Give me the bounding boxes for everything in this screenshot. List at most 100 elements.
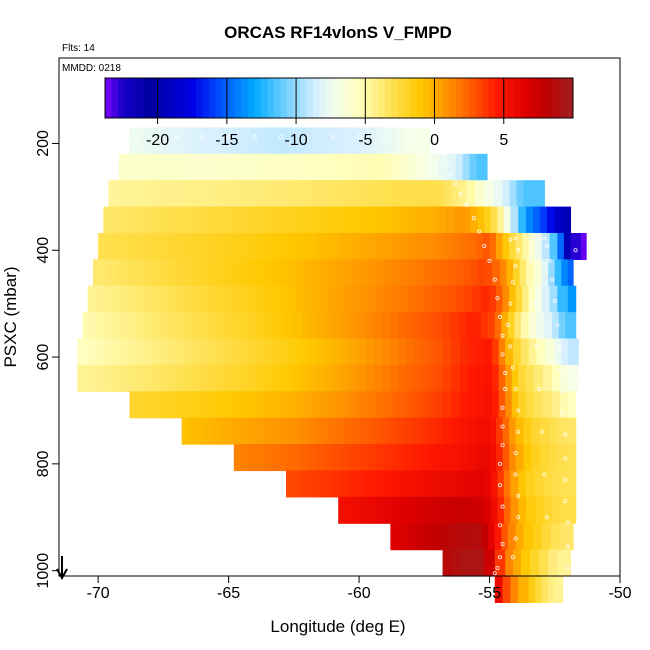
heatmap-cell [454,206,465,234]
heatmap-cell [314,417,323,445]
heatmap-cell [130,232,139,260]
colorbar-segment [521,78,528,118]
colorbar-segment [378,78,385,118]
x-tick-label: -70 [87,585,110,602]
heatmap-cell [256,444,265,472]
heatmap-cell [156,153,166,181]
heatmap-cell [373,338,383,366]
heatmap-cell [496,417,504,445]
heatmap-cell [325,312,334,340]
heatmap-cell [226,417,235,445]
heatmap-cell [565,417,577,445]
track-point [552,298,557,304]
heatmap-cell [210,153,220,181]
heatmap-cell [93,338,103,366]
heatmap-cell [226,127,235,155]
heatmap-cell [451,444,461,472]
heatmap-cell [563,549,572,577]
heatmap-cell [362,470,371,498]
heatmap-cell [400,496,410,524]
heatmap-cell [171,180,180,208]
heatmap-cell [558,312,566,340]
heatmap-cell [507,312,515,340]
heatmap-cell [522,285,530,313]
heatmap-cell [475,496,485,524]
track-point [576,376,581,381]
heatmap-cell [314,206,324,234]
heatmap-cell [381,338,391,366]
heatmap-cell [514,312,522,340]
heatmap-cell [488,523,496,551]
heatmap-cell [552,364,561,392]
heatmap-cell [134,338,143,366]
heatmap-cell [520,312,530,340]
heatmap-cell [274,417,284,445]
heatmap-cell [392,470,402,498]
heatmap-cell [118,206,127,234]
colorbar-segment [482,78,489,118]
heatmap-cell [502,180,511,208]
heatmap-cell [137,127,147,155]
y-axis-label: PSXC (mbar) [1,266,20,367]
heatmap-cell [439,285,449,313]
heatmap-cell [407,180,416,208]
heatmap-cell [377,232,386,260]
track-point [563,499,568,504]
heatmap-cell [101,338,111,366]
heatmap-cell [540,417,551,445]
heatmap-cell [341,338,350,366]
heatmap-cell [398,391,407,419]
heatmap-cell [248,259,258,287]
heatmap-cell [109,364,119,392]
heatmap-cell [557,285,569,313]
heatmap-cell [442,391,452,419]
track-point [542,236,547,241]
heatmap-cell [240,259,250,287]
colorbar-segment [436,78,444,118]
track-point [531,301,536,306]
heatmap-cell [561,259,569,287]
heatmap-cell [429,180,438,208]
track-point [544,243,549,249]
heatmap-cell [257,127,266,155]
heatmap-cell [528,338,538,366]
heatmap-cell [559,364,569,392]
heatmap-cell [241,391,251,419]
heatmap-cell [531,444,542,472]
heatmap-cell [528,312,538,340]
heatmap-cell [161,127,171,155]
colorbar-segment [280,78,288,118]
heatmap-cell [400,180,409,208]
heatmap-cell [434,417,444,445]
track-point [500,541,505,547]
heatmap-cell [335,285,345,313]
heatmap-cell [490,496,498,524]
heatmap-cell [278,364,287,392]
heatmap-cell [184,259,194,287]
heatmap-cell [332,364,342,392]
heatmap-cell [216,285,226,313]
colorbar-segment [560,78,567,118]
heatmap-cell [270,364,279,392]
heatmap-cell [580,232,587,260]
heatmap-cell [528,232,536,260]
colorbar-segment [514,78,522,118]
heatmap-cell [480,285,491,313]
colorbar-frame [104,77,574,119]
heatmap-cell [427,391,436,419]
heatmap-cell [153,259,162,287]
heatmap-cell [505,364,513,392]
heatmap-cell [286,444,295,472]
heatmap-cell [490,206,498,234]
heatmap-cell [468,549,478,577]
heatmap-cell [422,232,431,260]
track-point [492,571,497,576]
heatmap-cell [234,206,244,234]
heatmap-cell [230,338,240,366]
heatmap-cell [377,180,386,208]
heatmap-cell [408,470,418,498]
heatmap-cell [451,338,461,366]
track-point [510,280,516,285]
heatmap-cell [109,338,119,366]
heatmap-cell [172,153,181,181]
